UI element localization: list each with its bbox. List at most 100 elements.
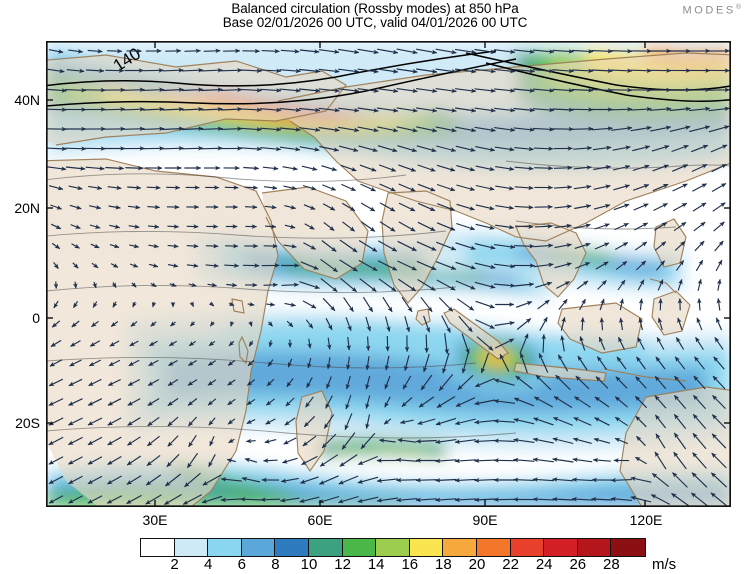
wind-vector [266,302,276,307]
wind-vector [88,378,102,387]
wind-vector [692,413,707,430]
wind-vector [341,202,356,212]
wind-vector [109,340,120,347]
wind-vector [513,418,535,425]
wind-vector [514,185,534,191]
wind-vector [150,321,157,327]
wind-vector [494,263,516,269]
wind-vector [342,221,355,232]
wind-vector [417,279,436,291]
wind-vector [493,378,515,386]
wind-vector [166,453,180,468]
wind-vector [299,496,320,503]
wind-vector [494,88,516,93]
colorbar-cell [409,539,444,556]
wind-vector [617,279,626,291]
wind-vector [284,204,297,210]
wind-vector [599,317,605,331]
wind-vector [494,244,516,250]
wind-vector [283,185,297,191]
wind-vector [657,317,663,331]
wind-vector [88,185,103,191]
colorbar [141,539,645,556]
wind-vector [50,204,63,210]
wind-vector [377,126,399,133]
wind-vector [345,394,352,410]
wind-vector [298,68,321,74]
wind-vector [494,320,515,327]
wind-vector [187,398,198,406]
map-svg: 140 [46,41,731,507]
wind-vector [207,398,217,406]
wind-vector [244,204,258,210]
wind-vector [112,301,118,308]
wind-vector [240,88,262,93]
wind-vector [170,321,176,327]
wind-vector [323,221,335,232]
wind-vector [532,88,555,93]
wind-vector [201,495,223,504]
wind-vector [318,475,339,485]
wind-vector [302,435,317,447]
wind-vector [630,125,652,132]
wind-vector [455,145,476,152]
wind-vector [541,333,546,353]
wind-vector [474,107,496,113]
wind-vector [475,300,495,309]
wind-vector [268,340,274,348]
wind-vector [672,202,688,212]
wind-vector [64,146,87,151]
wind-vector [87,436,103,446]
wind-vector [188,282,197,288]
wind-vector [64,87,87,93]
wind-vector [552,107,574,113]
colorbar-cell [510,539,545,556]
wind-vector [280,49,300,54]
wind-vector [110,321,119,327]
wind-vector [108,204,121,210]
wind-vector [653,222,668,231]
wind-vector [263,458,278,463]
colorbar-cell [376,539,410,556]
wind-vector [107,48,123,54]
wind-vector [533,146,554,151]
wind-vector [201,126,223,132]
wind-vector [438,374,454,391]
wind-vector [610,68,633,74]
colorbar-cell [141,539,175,556]
wind-vector [92,281,97,289]
wind-vector [610,477,632,483]
wind-vector [614,241,629,251]
colorbar-unit-label: m/s [652,556,677,573]
wind-vector [574,204,592,210]
wind-vector [265,418,276,425]
wind-vector [220,87,243,93]
wind-vector [632,145,651,152]
wind-vector [396,68,418,74]
wind-vector [495,224,515,230]
wind-vector [690,144,709,153]
wind-vector [580,317,585,331]
wind-vector [455,280,476,290]
wind-vector [227,379,236,386]
wind-vector [514,146,535,152]
wind-vector [377,88,399,94]
wind-vector [287,358,293,368]
wind-vector [694,240,705,252]
wind-vector [50,339,62,348]
wind-vector [401,296,413,313]
wind-vector [126,475,142,485]
wind-vector [87,48,103,54]
wind-vector [384,375,391,390]
wind-vector [230,321,235,327]
wind-vector [360,221,376,232]
wind-vector [91,262,99,269]
wind-vector [87,456,103,465]
wind-vector [454,418,476,426]
wind-vector [357,496,379,503]
wind-vector [553,396,573,408]
wind-vector [697,278,702,291]
wind-vector [365,414,371,429]
wind-vector [162,87,184,93]
wind-vector [265,224,277,229]
